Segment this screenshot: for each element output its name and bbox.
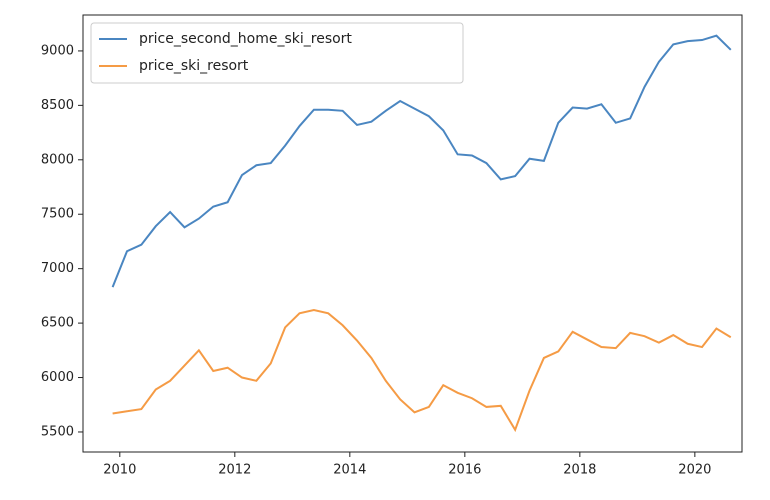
y-tick-label: 8000	[41, 152, 74, 167]
y-tick-label: 8500	[41, 98, 74, 113]
legend-label: price_second_home_ski_resort	[139, 31, 352, 47]
x-tick-label: 2016	[448, 463, 481, 478]
y-tick-label: 9000	[41, 43, 74, 58]
y-tick-label: 7500	[41, 207, 74, 222]
y-tick-label: 5500	[41, 424, 74, 439]
legend-box	[90, 22, 464, 84]
legend: price_second_home_ski_resort price_ski_re…	[90, 22, 464, 84]
y-tick-label: 6000	[41, 370, 74, 385]
series-line	[112, 309, 732, 433]
x-tick-label: 2018	[563, 463, 596, 478]
x-tick-label: 2020	[678, 463, 711, 478]
x-tick-label: 2012	[218, 463, 251, 478]
x-tick-label: 2010	[103, 463, 136, 478]
y-tick-label: 7000	[41, 261, 74, 276]
plot-frame	[82, 14, 743, 453]
legend-label: price_ski_resort	[139, 58, 249, 74]
x-tick-label: 2014	[333, 463, 366, 478]
series-line	[111, 34, 732, 288]
y-tick-label: 6500	[41, 316, 74, 331]
